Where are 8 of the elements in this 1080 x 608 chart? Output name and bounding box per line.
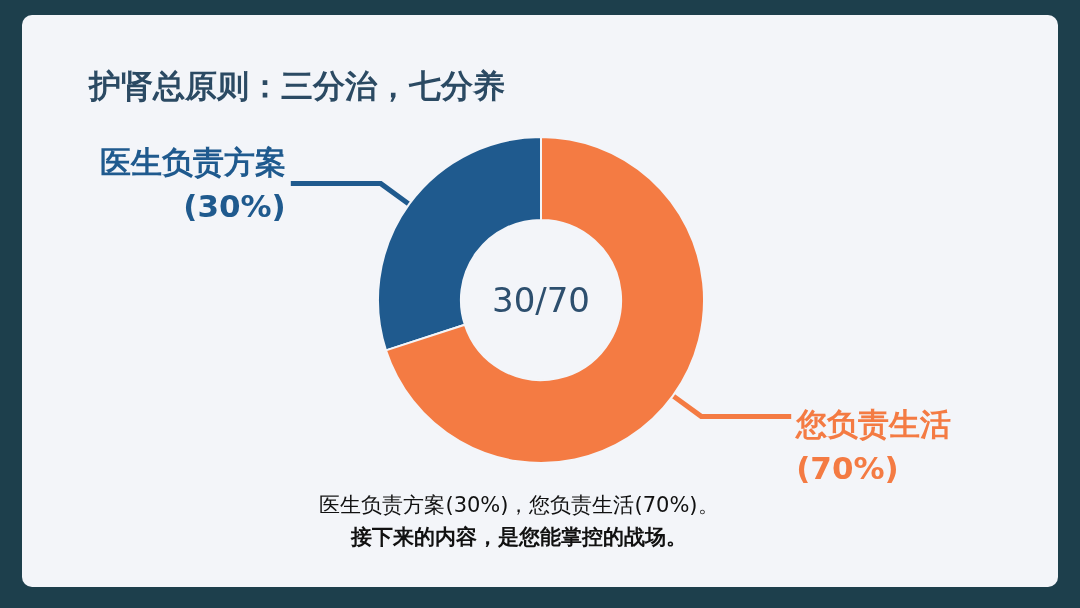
data-label: (70%) [796,450,899,487]
chart-title: 护肾总原则：三分治，七分养 [88,67,505,105]
slice-label: 医生负责方案 [99,143,286,180]
text: 30/70 [492,280,590,320]
text: 接下来的内容，是您能掌控的战场。 [350,525,687,549]
text: 医生负责方案(30%)，您负责生活(70%)。 [319,493,719,517]
data-label: (30%) [183,187,286,224]
slice-label: 您负责生活 [795,406,952,443]
